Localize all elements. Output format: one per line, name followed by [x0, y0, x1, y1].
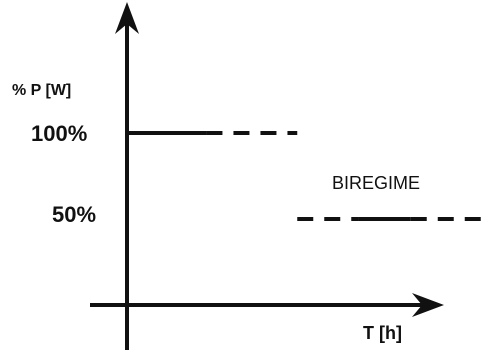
y-tick-label-50: 50%	[52, 202, 96, 227]
annotation-biregime: BIREGIME	[332, 173, 420, 193]
x-axis-label: T [h]	[363, 323, 402, 343]
y-axis-label: % P [W]	[12, 82, 71, 99]
x-axis-arrowhead	[412, 293, 444, 317]
y-axis-arrowhead	[115, 2, 139, 34]
y-tick-label-100: 100%	[31, 121, 87, 146]
series-layer	[127, 131, 491, 221]
